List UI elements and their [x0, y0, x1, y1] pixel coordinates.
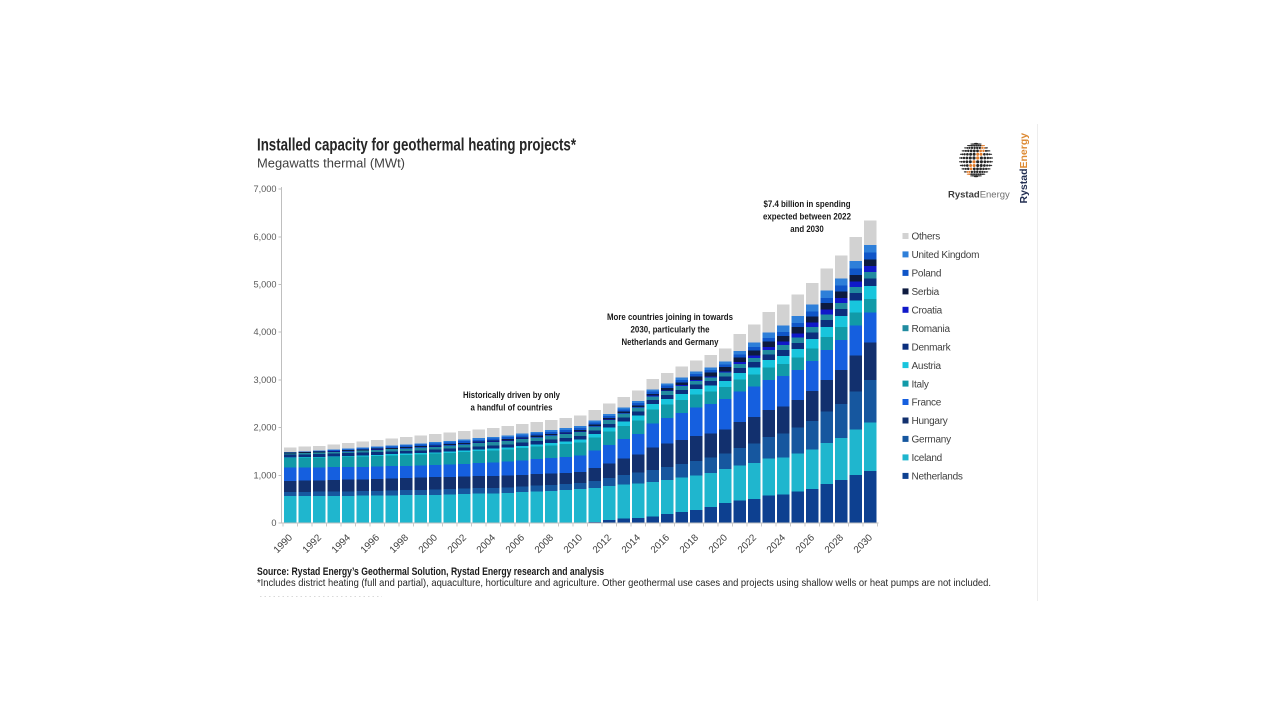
- svg-text:Serbia: Serbia: [912, 287, 940, 298]
- svg-text:Poland: Poland: [912, 269, 942, 280]
- svg-text:Installed capacity for geother: Installed capacity for geothermal heatin…: [257, 135, 576, 155]
- svg-text:6,000: 6,000: [254, 232, 277, 242]
- svg-text:*Includes district heating (fu: *Includes district heating (full and par…: [257, 578, 991, 589]
- svg-text:Megawatts thermal (MWt): Megawatts thermal (MWt): [257, 156, 405, 171]
- svg-text:2030, particularly the: 2030, particularly the: [631, 325, 710, 335]
- svg-text:Netherlands: Netherlands: [912, 472, 963, 483]
- svg-text:0: 0: [271, 518, 276, 528]
- svg-text:United Kingdom: United Kingdom: [912, 250, 980, 261]
- svg-text:RystadEnergy: RystadEnergy: [1018, 133, 1030, 204]
- svg-text:Austria: Austria: [912, 361, 942, 372]
- svg-text:Others: Others: [912, 232, 941, 243]
- svg-text:Croatia: Croatia: [912, 306, 943, 317]
- svg-text:7,000: 7,000: [254, 184, 277, 194]
- svg-text:Germany: Germany: [912, 435, 952, 446]
- svg-text:1,000: 1,000: [254, 470, 277, 480]
- svg-text:Denmark: Denmark: [912, 342, 952, 353]
- svg-text:expected between 2022: expected between 2022: [763, 212, 851, 222]
- svg-text:France: France: [912, 398, 942, 409]
- svg-text:Italy: Italy: [912, 379, 929, 390]
- svg-text:More countries joining in towa: More countries joining in towards: [607, 312, 733, 322]
- svg-text:Source: Rystad Energy’s Geothe: Source: Rystad Energy’s Geothermal Solut…: [257, 566, 604, 578]
- svg-text:and 2030: and 2030: [790, 224, 824, 234]
- svg-text:Iceland: Iceland: [912, 453, 943, 464]
- svg-text:Netherlands and Germany: Netherlands and Germany: [622, 337, 719, 347]
- svg-text:4,000: 4,000: [254, 327, 277, 337]
- svg-text:Historically driven by only: Historically driven by only: [463, 390, 560, 400]
- svg-text:3,000: 3,000: [254, 375, 277, 385]
- svg-text:$7.4 billion in spending: $7.4 billion in spending: [764, 199, 851, 209]
- svg-text:2,000: 2,000: [254, 423, 277, 433]
- svg-text:5,000: 5,000: [254, 280, 277, 290]
- svg-text:a handful of countries: a handful of countries: [471, 403, 553, 413]
- svg-text:Romania: Romania: [912, 324, 951, 335]
- svg-text:Hungary: Hungary: [912, 416, 948, 427]
- svg-text:RystadEnergy: RystadEnergy: [948, 190, 1010, 201]
